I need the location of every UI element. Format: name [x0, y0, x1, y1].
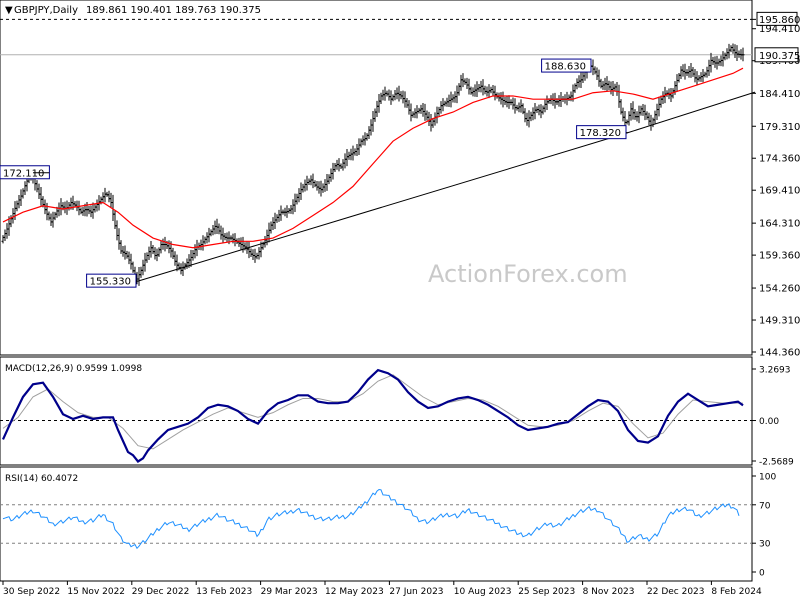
rsi-tick-label: 70	[759, 501, 771, 511]
price-tick-label: 154.260	[759, 284, 800, 295]
rsi-tick-label: 30	[759, 540, 771, 550]
chart-header-ohlc: 189.861 190.401 189.763 190.375	[86, 5, 261, 16]
symbol-arrow-icon: ▼	[5, 5, 13, 16]
price-tick-label: 169.410	[759, 186, 800, 197]
price-tick-label: 184.410	[759, 89, 800, 100]
price-annotation-label: 178.320	[580, 128, 621, 139]
macd-line	[1, 368, 744, 463]
rsi-guides	[0, 504, 752, 544]
price-tick-label: 159.360	[759, 251, 800, 262]
price-tick-label: 195.860	[759, 15, 800, 26]
time-tick-label: 29 Dec 2022	[132, 587, 190, 597]
time-tick-label: 8 Feb 2024	[711, 587, 762, 597]
price-annotation-label: 188.630	[545, 62, 586, 73]
time-tick-label: 10 Aug 2023	[454, 587, 512, 597]
rsi-tick-label: 0	[759, 569, 765, 579]
time-tick-label: 25 Sep 2023	[518, 587, 575, 597]
rsi-panel-frame	[0, 466, 753, 582]
price-annotations: 172.110 155.330 188.630 178.320	[0, 58, 628, 288]
time-tick-label: 15 Nov 2022	[67, 587, 125, 597]
macd-tick-label: 0.00	[759, 417, 779, 427]
price-tick-label: 194.410	[759, 24, 800, 35]
current-price-label: 190.375	[759, 51, 800, 62]
macd-tick-label: -2.5689	[759, 458, 794, 468]
time-tick-label: 29 Mar 2023	[261, 587, 318, 597]
macd-tick-label: 3.2693	[759, 366, 791, 376]
rsi-line	[2, 489, 740, 550]
macd-title: MACD(12,26,9) 0.9599 1.0998	[5, 364, 142, 374]
time-tick-label: 13 Feb 2023	[196, 587, 252, 597]
time-tick-label: 22 Dec 2023	[647, 587, 705, 597]
rsi-axis: 100 70 30 0	[752, 473, 776, 579]
macd-signal-line	[2, 374, 743, 450]
time-tick-label: 30 Sep 2022	[3, 587, 60, 597]
moving-average-line	[2, 67, 744, 249]
chart-header-symbol: GBPJPY,Daily	[14, 5, 78, 16]
current-price-label-box	[754, 47, 799, 63]
resistance-label-box	[756, 11, 798, 26]
price-tick-label: 149.310	[759, 316, 800, 327]
macd-axis: 3.2693 0.00 -2.5689	[752, 366, 794, 468]
time-axis: 30 Sep 2022 15 Nov 2022 29 Dec 2022 13 Feb …	[2, 581, 762, 597]
time-tick-label: 12 May 2023	[325, 587, 384, 597]
price-tick-label: 174.360	[759, 154, 800, 165]
rsi-title: RSI(14) 60.4072	[5, 474, 78, 484]
ohlc-bar	[741, 47, 745, 62]
watermark: ActionForex.com	[428, 260, 628, 288]
price-guides	[0, 18, 752, 56]
price-tick-label: 144.360	[759, 348, 800, 359]
time-tick-label: 8 Nov 2023	[583, 587, 635, 597]
price-tick-label: 164.310	[759, 219, 800, 230]
price-bars	[1, 43, 745, 286]
price-tick-label: 179.310	[759, 122, 800, 133]
rsi-tick-label: 100	[759, 473, 776, 483]
price-annotation-label: 172.110	[3, 168, 44, 179]
price-axis: 195.860194.410189.460184.410179.310174.3…	[752, 11, 800, 359]
price-panel-frame	[0, 0, 753, 356]
time-tick-label: 27 Jun 2023	[389, 587, 443, 597]
price-annotation-label: 155.330	[90, 277, 131, 288]
